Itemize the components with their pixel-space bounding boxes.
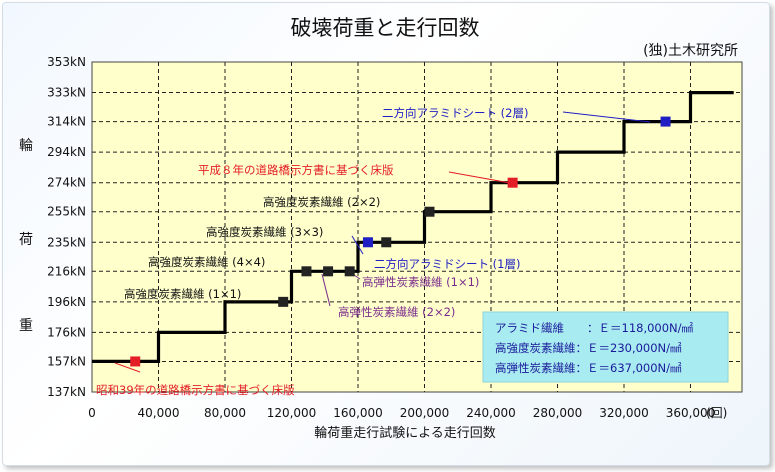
y-tick-label: 157kN [47, 354, 86, 368]
x-tick-label: 280,000 [533, 406, 583, 420]
source-label: (独)土木研究所 [643, 43, 738, 59]
annotation-label: 昭和39年の道路橋示方書に基づく床版 [96, 383, 295, 397]
y-tick-label: 314kN [47, 115, 86, 129]
leader-line [351, 235, 364, 255]
y-axis-label-3: 重 [19, 318, 33, 334]
x-tick-label: 320,000 [599, 406, 649, 420]
leader-line [448, 171, 511, 184]
data-point [344, 266, 355, 277]
y-axis-label-2: 荷 [19, 232, 33, 248]
y-tick-labels: 137kN 157kN 176kN 196kN 216kN 235kN 255kN 274kN… [47, 55, 86, 399]
y-tick-label: 176kN [47, 325, 86, 339]
annotation-label: 二方向アラミドシート (1層) [374, 257, 520, 271]
y-tick-label: 255kN [47, 205, 86, 219]
x-tick-label: 120,000 [267, 406, 317, 420]
y-tick-label: 235kN [47, 235, 86, 249]
x-tick-labels: 0 40,000 80,000 120,000 160,000 200,000 240,00… [88, 406, 715, 420]
y-tick-label: 216kN [47, 264, 86, 278]
y-tick-label: 333kN [47, 86, 86, 100]
annotation-label: 高弾性炭素繊維 (2×2) [338, 305, 455, 319]
x-axis-label: 輪荷重走行試験による走行回数 [314, 425, 496, 441]
y-tick-label: 274kN [47, 176, 86, 190]
data-point [381, 237, 392, 248]
chart-title: 破壊荷重と走行回数 [291, 16, 480, 40]
data-point [323, 266, 334, 277]
data-point [301, 266, 312, 277]
legend-line-high-strength: 高強度炭素繊維：Ｅ＝230,000N/㎟ [495, 341, 682, 355]
y-axis-label-1: 輪 [19, 137, 33, 154]
y-tick-label: 137kN [47, 385, 86, 399]
x-tick-label: 80,000 [204, 406, 246, 420]
annotation-label: 高強度炭素繊維 (1×1) [124, 287, 241, 301]
legend-line-aramid: アラミド繊維 ：Ｅ＝118,000N/㎟ [495, 321, 694, 335]
annotation-label: 高強度炭素繊維 (3×3) [206, 225, 323, 239]
leader-line [562, 111, 651, 123]
annotation-label: 高弾性炭素繊維 (1×1) [362, 275, 479, 289]
data-point [507, 177, 518, 188]
annotation-label: 平成８年の道路橋示方書に基づく床版 [198, 163, 394, 177]
data-point [130, 356, 141, 367]
x-tick-label: 360,000 [666, 406, 716, 420]
leader-line [321, 273, 331, 307]
x-tick-label: 240,000 [466, 406, 516, 420]
y-tick-label: 353kN [47, 55, 86, 69]
data-point [660, 116, 671, 127]
data-point [362, 237, 373, 248]
legend-line-high-modulus: 高弾性炭素繊維：Ｅ＝637,000N/㎟ [495, 361, 682, 375]
legend-box [482, 311, 729, 383]
data-point [278, 296, 289, 307]
x-unit-label: (回) [706, 406, 727, 420]
y-tick-label: 294kN [47, 145, 86, 159]
load-step-line [92, 90, 734, 363]
annotation-label: 高強度炭素繊維 (4×4) [148, 255, 265, 269]
leader-line [114, 362, 141, 373]
data-point [424, 206, 435, 217]
y-tick-label: 196kN [47, 295, 86, 309]
annotation-label: 高強度炭素繊維 (2×2) [263, 195, 380, 209]
annotation-label: 二方向アラミドシート (2層) [382, 106, 528, 120]
x-tick-label: 160,000 [333, 406, 383, 420]
x-tick-label: 40,000 [138, 406, 180, 420]
data-points [130, 116, 671, 367]
annotations: 昭和39年の道路橋示方書に基づく床版 高強度炭素繊維 (1×1) 高強度炭素繊維 (… [96, 106, 528, 397]
x-tick-label: 200,000 [400, 406, 450, 420]
x-tick-label: 0 [88, 406, 96, 420]
